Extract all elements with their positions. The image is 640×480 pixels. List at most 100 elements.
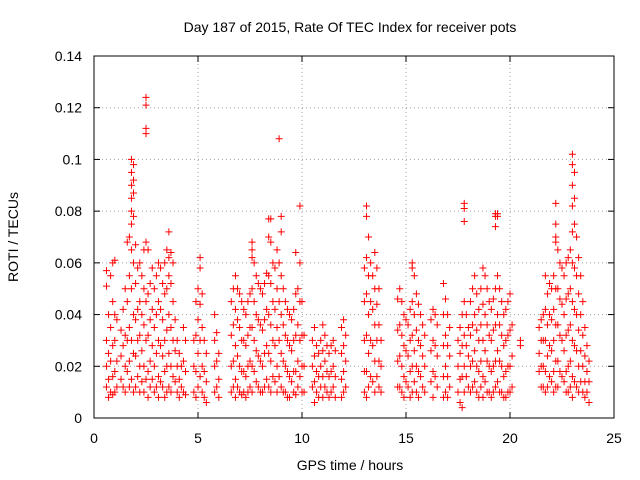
data-point [541, 388, 549, 396]
data-point [494, 378, 502, 386]
data-point [140, 285, 148, 293]
data-point [410, 272, 418, 280]
data-point [546, 373, 554, 381]
data-point [196, 300, 204, 308]
data-point [583, 367, 591, 375]
data-point [258, 326, 266, 334]
data-point [477, 321, 485, 329]
data-point [165, 228, 173, 236]
data-point [248, 362, 256, 370]
data-point [469, 321, 477, 329]
data-point [175, 375, 183, 383]
data-point [317, 336, 325, 344]
data-point [360, 264, 368, 272]
data-point [412, 326, 420, 334]
data-point [102, 282, 110, 290]
data-point [429, 367, 437, 375]
data-point [462, 373, 470, 381]
data-point [583, 342, 591, 350]
data-point [250, 259, 258, 267]
x-tick-label: 10 [294, 430, 310, 446]
data-point [340, 316, 348, 324]
data-point [487, 393, 495, 401]
data-point [485, 331, 493, 339]
data-point [585, 378, 593, 386]
data-point [134, 336, 142, 344]
data-point [491, 223, 499, 231]
data-point [367, 373, 375, 381]
data-point [146, 383, 154, 391]
data-point [375, 321, 383, 329]
data-point [294, 285, 302, 293]
data-point [568, 259, 576, 267]
data-point [271, 305, 279, 313]
data-point [408, 331, 416, 339]
data-point [414, 393, 422, 401]
data-point [400, 373, 408, 381]
data-point [477, 285, 485, 293]
data-point [558, 373, 566, 381]
data-point [111, 311, 119, 319]
data-point [123, 367, 131, 375]
data-point [550, 336, 558, 344]
data-point [412, 290, 420, 298]
data-point [275, 135, 283, 143]
data-point [564, 326, 572, 334]
data-point [487, 305, 495, 313]
data-point [562, 367, 570, 375]
data-point [371, 249, 379, 257]
data-point [190, 388, 198, 396]
data-point [402, 378, 410, 386]
data-point [414, 367, 422, 375]
data-point [362, 202, 370, 210]
data-point [375, 285, 383, 293]
data-point [313, 367, 321, 375]
data-point [248, 254, 256, 262]
data-point [292, 367, 300, 375]
data-point [179, 357, 187, 365]
data-point [541, 272, 549, 280]
data-point [498, 362, 506, 370]
data-point [132, 383, 140, 391]
data-point [471, 347, 479, 355]
data-point [117, 326, 125, 334]
data-point [554, 357, 562, 365]
data-point [130, 311, 138, 319]
data-point [454, 336, 462, 344]
data-point [140, 321, 148, 329]
data-point [269, 259, 277, 267]
data-point [157, 378, 165, 386]
data-point [161, 290, 169, 298]
data-point [127, 246, 135, 254]
data-point [429, 305, 437, 313]
data-point [581, 393, 589, 401]
data-point [410, 347, 418, 355]
data-point [508, 321, 516, 329]
data-point [263, 305, 271, 313]
data-point [367, 336, 375, 344]
data-point [198, 324, 206, 331]
data-point [398, 298, 406, 306]
data-point [211, 388, 219, 396]
data-point [121, 388, 129, 396]
data-point [292, 290, 300, 298]
data-point [321, 383, 329, 391]
data-point [150, 285, 158, 293]
data-point [138, 378, 146, 386]
data-point [161, 336, 169, 344]
data-point [130, 212, 138, 220]
data-point [466, 388, 474, 396]
data-point [442, 295, 450, 303]
data-point [444, 393, 452, 401]
data-point [568, 161, 576, 169]
data-point [477, 357, 485, 365]
data-point [111, 336, 119, 344]
data-point [256, 285, 264, 293]
data-point [419, 321, 427, 329]
data-point [473, 326, 481, 334]
data-point [130, 161, 138, 169]
data-point [123, 238, 131, 246]
data-point [502, 393, 510, 401]
data-point [319, 321, 327, 329]
y-tick-label: 0.14 [55, 48, 82, 64]
